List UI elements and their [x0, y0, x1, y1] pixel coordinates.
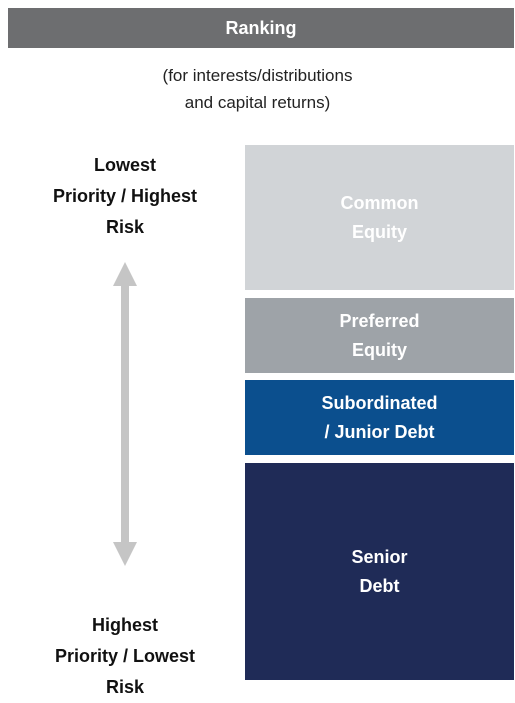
- header-title: Ranking: [225, 17, 297, 38]
- tranche-line: Debt: [359, 575, 400, 596]
- tranche-line: Subordinated: [321, 392, 438, 413]
- subtitle-line: and capital returns): [184, 93, 331, 112]
- tranche-box: Subordinated / Junior Debt: [245, 380, 514, 455]
- tranche-box: Senior Debt: [245, 463, 514, 680]
- tranche-line: Equity: [351, 339, 407, 360]
- header: Ranking: [8, 8, 514, 48]
- arrow-head: [113, 262, 137, 286]
- bottom-label-line: Risk: [105, 677, 145, 697]
- tranche-box: Common Equity: [245, 145, 514, 290]
- top-label-line: Risk: [105, 217, 145, 237]
- tranche-line: Senior: [351, 546, 408, 567]
- tranche-line: / Junior Debt: [324, 421, 435, 442]
- top-label-line: Priority / Highest: [52, 186, 198, 206]
- top-label-line: Lowest: [93, 155, 156, 175]
- bottom-label-line: Highest: [91, 615, 158, 635]
- arrow-shaft: [121, 282, 129, 548]
- arrow-head: [113, 542, 137, 566]
- tranche-line: Common: [340, 192, 419, 213]
- tranche-line: Equity: [351, 221, 407, 242]
- tranche-box: Preferred Equity: [245, 298, 514, 373]
- subtitle: (for interests/distributions and capital…: [0, 62, 515, 116]
- top-label: Lowest Priority / Highest Risk: [0, 150, 250, 243]
- tranche-line: Preferred: [339, 310, 420, 331]
- risk-arrow: [113, 262, 137, 566]
- subtitle-line: (for interests/distributions: [162, 66, 353, 85]
- bottom-label-line: Priority / Lowest: [54, 646, 196, 666]
- bottom-label: Highest Priority / Lowest Risk: [0, 610, 250, 703]
